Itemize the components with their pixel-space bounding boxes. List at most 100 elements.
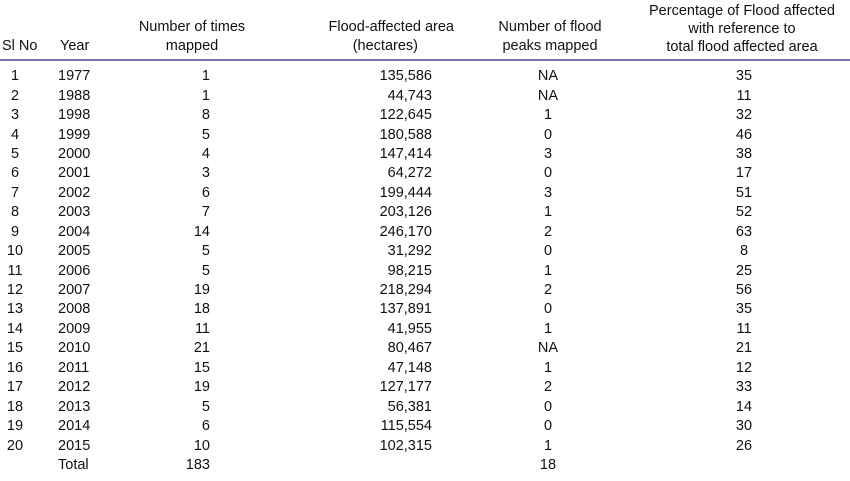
- cell-percentage: 35: [735, 301, 753, 318]
- cell-percentage: 56: [735, 282, 753, 299]
- cell-percentage: 8: [739, 243, 749, 260]
- table-row: 8 2003 7 203,126 1 52: [0, 203, 850, 222]
- cell-year: 2006: [58, 262, 91, 279]
- cell-total-label: Total: [58, 456, 89, 473]
- header-flood-area-line: Flood-affected area: [328, 19, 454, 35]
- cell-flood-area: 137,891: [379, 301, 432, 318]
- cell-flood-area: 115,554: [380, 418, 432, 435]
- table-row: 3 1998 8 122,645 1 32: [0, 106, 850, 125]
- cell-times-mapped: 8: [201, 107, 210, 124]
- cell-sl-no: 15: [6, 340, 24, 357]
- cell-percentage: 12: [735, 359, 753, 376]
- cell-year: 2001: [58, 165, 91, 182]
- header-percentage: Percentage of Flood affected with refere…: [634, 0, 850, 61]
- cell-percentage: 30: [735, 418, 753, 435]
- cell-percentage: 32: [735, 107, 753, 124]
- cell-sl-no: 1: [10, 68, 20, 85]
- cell-times-mapped: 6: [201, 418, 210, 435]
- cell-sl-no: 5: [10, 145, 20, 162]
- cell-times-mapped: 14: [193, 223, 210, 240]
- cell-times-mapped: 7: [201, 204, 210, 221]
- table-row: 18 2013 5 56,381 0 14: [0, 397, 850, 416]
- cell-flood-peaks: 0: [543, 126, 553, 143]
- cell-percentage: 14: [735, 398, 753, 415]
- cell-times-mapped: 15: [193, 359, 210, 376]
- cell-times-mapped: 4: [201, 145, 210, 162]
- table-row: 16 2011 15 47,148 1 12: [0, 359, 850, 378]
- cell-times-mapped: 10: [193, 437, 210, 454]
- cell-sl-no: 18: [6, 398, 24, 415]
- cell-times-mapped: 5: [201, 398, 210, 415]
- header-flood-peaks-line: peaks mapped: [502, 38, 598, 54]
- table-row: 11 2006 5 98,215 1 25: [0, 261, 850, 280]
- cell-total-area: [266, 456, 466, 475]
- table-row: 13 2008 18 137,891 0 35: [0, 300, 850, 319]
- cell-flood-area: 47,148: [387, 359, 432, 376]
- table-row: 14 2009 11 41,955 1 11: [0, 320, 850, 339]
- cell-flood-area: 41,955: [387, 320, 432, 337]
- cell-flood-peaks: 0: [543, 398, 553, 415]
- header-times-mapped-line: Number of times: [138, 19, 246, 35]
- cell-times-mapped: 5: [201, 262, 210, 279]
- cell-flood-area: 246,170: [379, 223, 432, 240]
- cell-flood-area: 199,444: [379, 184, 432, 201]
- cell-times-mapped: 1: [201, 87, 210, 104]
- cell-times-mapped: 5: [201, 126, 210, 143]
- cell-flood-peaks: 0: [543, 418, 553, 435]
- cell-sl-no: 4: [10, 126, 20, 143]
- header-times-mapped-line: mapped: [165, 38, 219, 54]
- total-row: Total 183 18: [0, 456, 850, 475]
- header-flood-area-line: (hectares): [352, 38, 418, 54]
- cell-sl-no: 10: [6, 243, 24, 260]
- table-row: 20 2015 10 102,315 1 26: [0, 436, 850, 455]
- cell-flood-area: 44,743: [387, 87, 432, 104]
- cell-flood-peaks: 1: [543, 320, 553, 337]
- cell-flood-area: 64,272: [387, 165, 432, 182]
- table-row: 9 2004 14 246,170 2 63: [0, 223, 850, 242]
- table-row: 7 2002 6 199,444 3 51: [0, 184, 850, 203]
- cell-year: 2015: [58, 437, 91, 454]
- cell-flood-area: 102,315: [379, 437, 432, 454]
- cell-flood-peaks: 1: [543, 204, 553, 221]
- cell-year: 1977: [58, 68, 91, 85]
- table-header: Sl No Year Number of times mapped Flood-…: [0, 0, 850, 61]
- cell-total-blank: [0, 456, 52, 475]
- cell-flood-peaks: 3: [543, 184, 553, 201]
- cell-flood-area: 31,292: [387, 243, 432, 260]
- table-row: 1 1977 1 135,586 NA 35: [0, 60, 850, 86]
- cell-sl-no: 7: [10, 184, 20, 201]
- cell-percentage: 35: [735, 68, 753, 85]
- table-row: 12 2007 19 218,294 2 56: [0, 281, 850, 300]
- table-row: 4 1999 5 180,588 0 46: [0, 125, 850, 144]
- cell-percentage: 21: [735, 340, 753, 357]
- cell-times-mapped: 5: [201, 243, 210, 260]
- cell-percentage: 17: [735, 165, 753, 182]
- table-body: 1 1977 1 135,586 NA 35 2 1988 1 44,743 NA 11 3 1998 8 1…: [0, 60, 850, 475]
- cell-year: 2009: [58, 320, 91, 337]
- cell-sl-no: 3: [10, 107, 20, 124]
- header-sl-no: Sl No: [0, 0, 52, 61]
- table-row: 15 2010 21 80,467 NA 21: [0, 339, 850, 358]
- cell-flood-peaks: 0: [543, 243, 553, 260]
- cell-sl-no: 13: [6, 301, 24, 318]
- cell-percentage: 51: [735, 184, 753, 201]
- cell-flood-peaks: 2: [543, 223, 553, 240]
- cell-flood-area: 147,414: [379, 145, 432, 162]
- table-row: 2 1988 1 44,743 NA 11: [0, 86, 850, 105]
- cell-percentage: 52: [735, 204, 753, 221]
- table-row: 17 2012 19 127,177 2 33: [0, 378, 850, 397]
- cell-times-mapped: 21: [193, 340, 210, 357]
- cell-sl-no: 6: [10, 165, 20, 182]
- cell-flood-area: 56,381: [387, 398, 432, 415]
- cell-times-mapped: 6: [201, 184, 210, 201]
- header-percentage-line: Percentage of Flood affected: [649, 3, 835, 19]
- cell-flood-peaks: NA: [537, 68, 559, 85]
- cell-year: 2014: [58, 418, 91, 435]
- cell-percentage: 11: [736, 320, 752, 337]
- cell-times-mapped: 19: [193, 282, 210, 299]
- cell-sl-no: 8: [10, 204, 20, 221]
- cell-sl-no: 20: [6, 437, 24, 454]
- cell-year: 2004: [58, 223, 91, 240]
- cell-total-pct: [634, 456, 850, 475]
